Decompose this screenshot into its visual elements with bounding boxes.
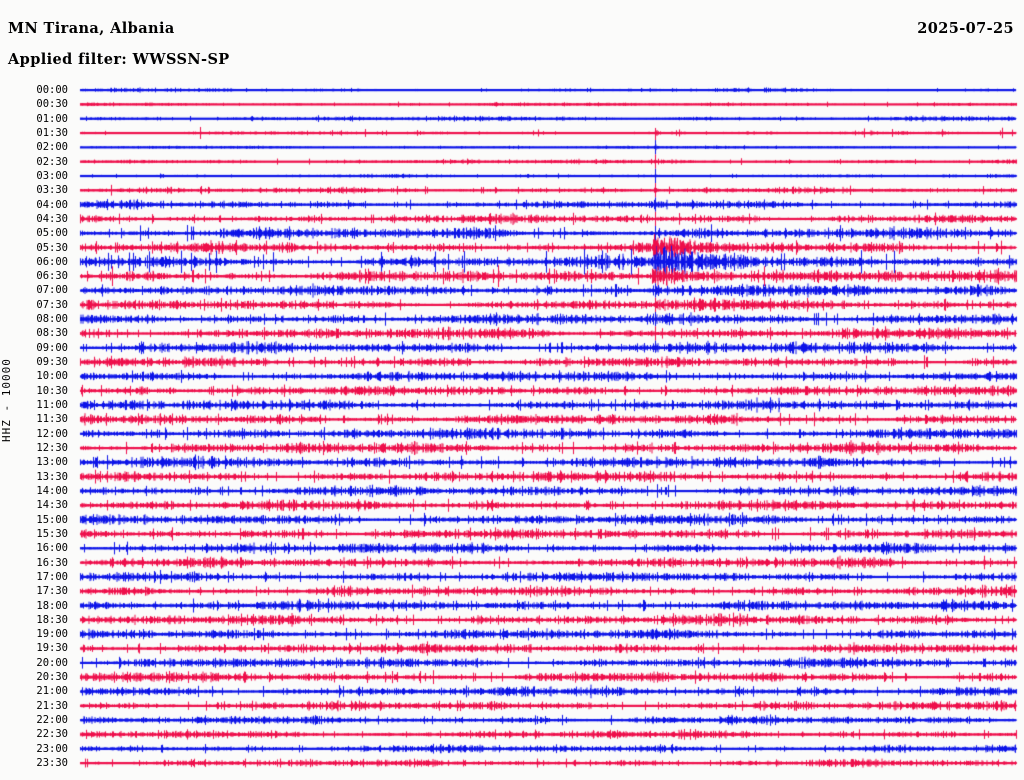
helicorder-plot: MN Tirana, Albania Applied filter: WWSSN… <box>0 0 1024 780</box>
seismogram-traces <box>0 0 1024 780</box>
